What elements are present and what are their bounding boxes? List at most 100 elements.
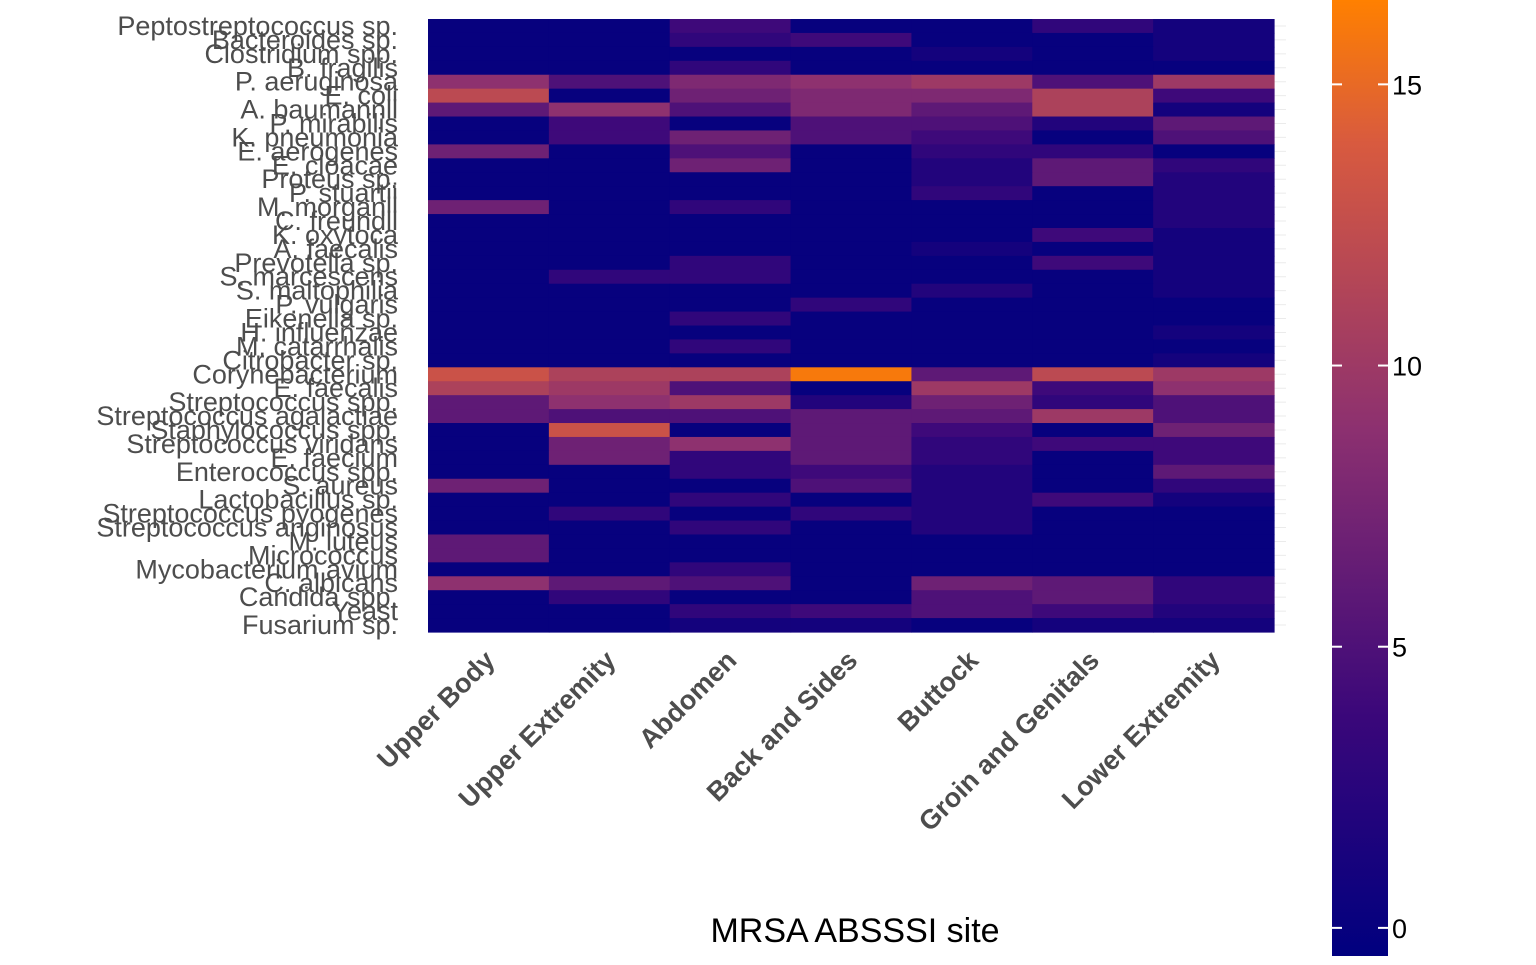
heatmap-cell xyxy=(911,130,1033,145)
heatmap-cell xyxy=(548,311,671,327)
heatmap-cell xyxy=(669,436,792,452)
heatmap-cell xyxy=(790,492,913,508)
colorbar-tick-label: 15 xyxy=(1392,70,1422,100)
heatmap-cell xyxy=(911,269,1033,285)
heatmap-cell xyxy=(428,436,550,452)
heatmap-cell xyxy=(911,311,1033,327)
heatmap-cell xyxy=(548,339,671,354)
heatmap-cell xyxy=(1032,562,1154,577)
heatmap-cell xyxy=(1032,283,1154,299)
heatmap-cell xyxy=(428,409,550,424)
heatmap-cell xyxy=(911,241,1033,257)
heatmap-cell xyxy=(790,450,913,466)
heatmap-cell xyxy=(1032,339,1154,354)
heatmap-cell xyxy=(1153,367,1275,382)
heatmap-cell xyxy=(911,548,1033,563)
heatmap-cell xyxy=(669,158,792,173)
heatmap-cell xyxy=(1153,590,1275,605)
heatmap-cell xyxy=(1153,74,1275,90)
heatmap-cell xyxy=(428,186,550,201)
heatmap-cell xyxy=(1153,200,1275,215)
heatmap-cell xyxy=(669,200,792,215)
heatmap-cell xyxy=(669,144,792,159)
heatmap-cell xyxy=(790,144,913,159)
row-label: M. morganii xyxy=(257,192,398,222)
heatmap-cell xyxy=(428,450,550,466)
heatmap-cell xyxy=(911,604,1033,619)
heatmap-cell xyxy=(1032,367,1154,382)
heatmap-cell xyxy=(669,492,792,508)
row-label: A. faecalis xyxy=(273,234,398,264)
heatmap-cell xyxy=(548,102,671,118)
heatmap-cell xyxy=(911,116,1033,132)
heatmap-cell xyxy=(428,534,550,550)
row-labels: Peptostreptococcus sp.Bacteroides sp.Clo… xyxy=(96,11,399,640)
heatmap-cell xyxy=(669,534,792,550)
heatmap-cell xyxy=(669,227,792,243)
heatmap-cell xyxy=(790,32,913,48)
heatmap-cell xyxy=(1032,186,1154,201)
heatmap-cell xyxy=(790,353,913,368)
row-label: Micrococcus xyxy=(248,540,398,570)
heatmap-cell xyxy=(790,227,913,243)
heatmap-cell xyxy=(1153,618,1275,633)
heatmap-cell xyxy=(1032,576,1154,591)
row-label: Prevotella sp. xyxy=(234,248,398,278)
row-label: P. stuartii xyxy=(289,178,398,208)
heatmap-cell xyxy=(548,604,671,619)
heatmap-cell xyxy=(548,409,671,424)
heatmap-cell xyxy=(790,409,913,424)
heatmap-cell xyxy=(911,464,1033,480)
heatmap-cell xyxy=(1032,506,1154,522)
heatmap-cell xyxy=(428,367,550,382)
heatmap-cell xyxy=(1153,381,1275,396)
heatmap-cell xyxy=(1032,436,1154,452)
heatmap-cell xyxy=(669,325,792,341)
heatmap-cell xyxy=(790,618,913,633)
heatmap-cell xyxy=(1032,423,1154,438)
heatmap-cell xyxy=(1153,60,1275,76)
heatmap-cell xyxy=(548,478,671,494)
row-label: Staphylococcus spp. xyxy=(150,415,398,445)
row-label: Streptococcus pyogenes xyxy=(102,499,398,529)
heatmap-cell xyxy=(1153,520,1275,536)
heatmap-cell xyxy=(911,618,1033,633)
heatmap-cell xyxy=(911,590,1033,605)
heatmap-cell xyxy=(911,32,1033,48)
heatmap-cell xyxy=(428,88,550,104)
heatmap-cell xyxy=(548,200,671,215)
heatmap-cell xyxy=(1153,283,1275,299)
heatmap-cell xyxy=(790,520,913,536)
heatmap-cell xyxy=(669,311,792,327)
heatmap-cell xyxy=(911,88,1033,104)
heatmap-cell xyxy=(428,60,550,76)
heatmap-cell xyxy=(1153,464,1275,480)
heatmap-cell xyxy=(428,46,550,62)
heatmap-cell xyxy=(669,297,792,313)
heatmap-cell xyxy=(790,283,913,299)
row-label: Mycobacterium avium xyxy=(135,554,398,584)
heatmap-cell xyxy=(1032,19,1154,34)
heatmap-cell xyxy=(669,464,792,480)
heatmap-cell xyxy=(1032,255,1154,271)
heatmap-cell xyxy=(428,297,550,313)
heatmap-cell xyxy=(1032,200,1154,215)
heatmap-cell xyxy=(1032,227,1154,243)
heatmap-cell xyxy=(1153,227,1275,243)
row-label: Streptococcus agalactiae xyxy=(96,401,398,431)
heatmap-cell xyxy=(1032,604,1154,619)
row-label: E. faecalis xyxy=(273,373,398,403)
heatmap-cell xyxy=(548,172,671,187)
heatmap-cell xyxy=(548,353,671,368)
heatmap-cell xyxy=(669,590,792,605)
heatmap-cell xyxy=(790,436,913,452)
heatmap-cell xyxy=(790,74,913,90)
heatmap-cell xyxy=(911,144,1033,159)
heatmap-cell xyxy=(911,339,1033,354)
heatmap-cell xyxy=(548,381,671,396)
heatmap-cell xyxy=(911,450,1033,466)
heatmap-cell xyxy=(790,255,913,271)
colorbar-tick-label: 5 xyxy=(1392,633,1407,663)
heatmap-cell xyxy=(548,506,671,522)
heatmap-cell xyxy=(790,464,913,480)
